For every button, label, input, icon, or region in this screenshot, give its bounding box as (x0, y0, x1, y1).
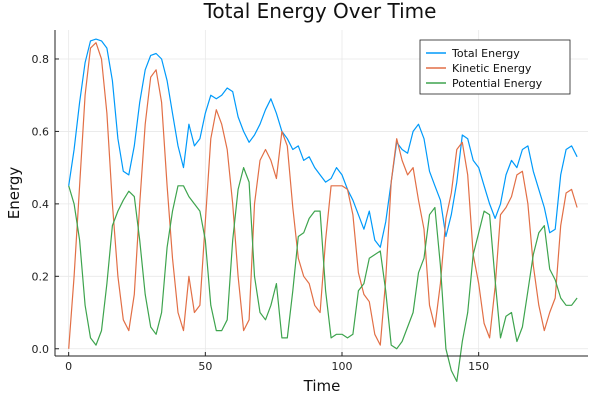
legend-box (419, 39, 571, 95)
series-line-kinetic-energy (68, 42, 578, 349)
x-tick-label: 150 (468, 360, 489, 373)
chart-title: Total Energy Over Time (203, 0, 437, 23)
x-tick-label: 50 (198, 360, 212, 373)
y-tick-label: 0.4 (32, 198, 50, 211)
legend: Total Energy Kinetic Energy Potential Ener… (419, 39, 571, 95)
y-tick-label: 0.2 (32, 270, 50, 283)
x-tick-label: 100 (332, 360, 353, 373)
plot-axes (54, 30, 588, 357)
x-axis-title: Time (303, 377, 341, 395)
plot-series (68, 38, 578, 382)
y-axis-title: Energy (5, 167, 23, 220)
x-tick-label: 0 (65, 360, 72, 373)
legend-label: Kinetic Energy (452, 62, 532, 75)
series-line-total-energy (68, 38, 578, 248)
legend-label: Total Energy (451, 47, 520, 60)
legend-label: Potential Energy (452, 77, 543, 90)
series-line-potential-energy (68, 167, 578, 382)
y-tick-label: 0.0 (32, 343, 50, 356)
y-tick-label: 0.6 (32, 125, 50, 138)
y-tick-label: 0.8 (32, 53, 50, 66)
tick-labels: 0 50 100 150 0.0 0.2 0.4 0.6 0.8 (32, 53, 490, 373)
